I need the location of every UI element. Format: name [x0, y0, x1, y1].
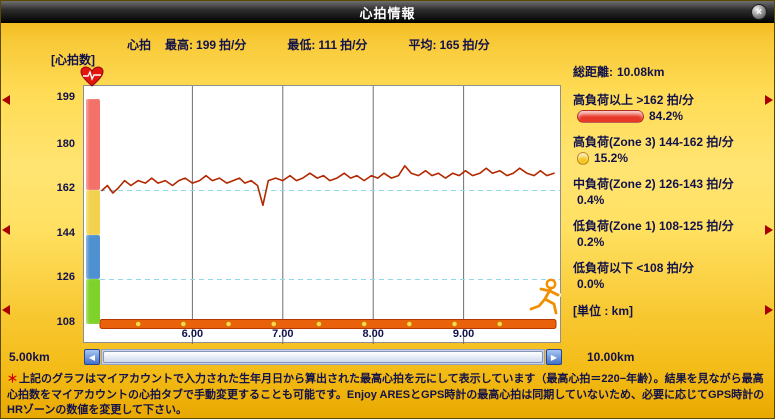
scroll-range-end-label: 10.00km — [587, 350, 635, 364]
scroll-left-button[interactable]: ◀ — [84, 349, 100, 365]
scrollbar-thumb[interactable] — [103, 351, 543, 363]
stat-max: 最高: 199 拍/分 — [165, 36, 249, 53]
zone-entry-zone1: 低負荷(Zone 1) 108-125 拍/分 0.2% — [573, 218, 773, 250]
chart-scrollbar[interactable]: ◀ ▶ — [84, 349, 562, 365]
zone-entry-zone3: 高負荷(Zone 3) 144-162 拍/分 15.2% — [573, 134, 773, 166]
stat-min-label: 最低: — [287, 38, 316, 52]
zone-percentage: 84.2% — [649, 109, 684, 123]
zone-percentage: 0.0% — [577, 277, 605, 291]
track-dot — [270, 321, 277, 327]
zone-summary-panel: 総距離: 10.08km 高負荷以上 >162 拍/分 84.2% 高負荷(Zon… — [573, 63, 773, 319]
track-dot — [496, 321, 503, 327]
track-dot — [135, 321, 142, 327]
zone-marker — [577, 109, 644, 123]
stat-max-label: 最高: — [165, 38, 194, 52]
y-tick-label: 126 — [56, 271, 75, 284]
hr-zone-color-bar — [86, 86, 100, 344]
footnote-text: 上記のグラフはマイアカウントで入力された生年月日から算出された最高心拍を元にして… — [7, 373, 765, 416]
stat-min: 最低: 111 拍/分 — [287, 36, 370, 53]
total-distance-value: 10.08km — [617, 65, 665, 79]
zone-band-126-144 — [86, 234, 100, 280]
zone-title: 低負荷(Zone 1) 108-125 拍/分 — [573, 219, 734, 233]
zone-title: 高負荷(Zone 3) 144-162 拍/分 — [573, 135, 734, 149]
footnote-asterisk: ＊ — [7, 373, 18, 385]
edge-marker-right-3 — [765, 305, 773, 315]
dialog-title: 心拍情報 — [359, 5, 416, 21]
unit-label: [単位 : km] — [573, 304, 634, 318]
close-icon: × — [756, 6, 762, 18]
track-dot — [451, 321, 458, 327]
scroll-right-button[interactable]: ▶ — [546, 349, 562, 365]
total-distance: 総距離: 10.08km — [573, 63, 773, 80]
track-bar — [99, 319, 557, 329]
heart-rate-line — [101, 165, 555, 207]
zone-entry-zone2: 中負荷(Zone 2) 126-143 拍/分 0.4% — [573, 176, 773, 208]
edge-marker-right-2 — [765, 225, 773, 235]
edge-marker-left-1 — [2, 95, 10, 105]
total-distance-label: 総距離: — [573, 65, 613, 79]
edge-marker-right-1 — [765, 95, 773, 105]
stat-avg-unit: 拍/分 — [462, 38, 490, 52]
stats-prefix: 心拍 — [127, 38, 152, 52]
stat-max-value: 199 — [196, 38, 217, 52]
zone-percentage: 15.2% — [594, 151, 629, 165]
close-button[interactable]: × — [751, 4, 767, 20]
y-tick-label: 162 — [56, 182, 75, 195]
track-dot — [406, 321, 413, 327]
heart-icon — [80, 66, 104, 88]
stat-avg: 平均: 165 拍/分 — [408, 36, 492, 53]
footnote: ＊上記のグラフはマイアカウントで入力された生年月日から算出された最高心拍を元にし… — [7, 372, 771, 418]
y-axis-title: [心拍数] — [51, 53, 95, 67]
track-dot — [361, 321, 368, 327]
scrollbar-track[interactable] — [101, 349, 545, 365]
stat-max-unit: 拍/分 — [219, 38, 247, 52]
zone-entry-above-high: 高負荷以上 >162 拍/分 84.2% — [573, 92, 773, 124]
zone-title: 高負荷以上 >162 拍/分 — [573, 93, 695, 107]
zone-percentage: 0.2% — [577, 235, 605, 249]
stat-min-value: 111 — [318, 38, 338, 52]
zone-band-108-126 — [86, 279, 100, 324]
runner-icon — [528, 278, 561, 316]
y-axis-ticks: 199 180 162 144 126 108 — [35, 85, 79, 343]
y-tick-label: 180 — [56, 137, 75, 150]
zone-percentage: 0.4% — [577, 193, 605, 207]
edge-marker-left-3 — [2, 305, 10, 315]
chart-scroll-row: 5.00km ◀ ▶ 10.00km — [1, 349, 774, 367]
stat-avg-label: 平均: — [408, 38, 437, 52]
zone-title: 中負荷(Zone 2) 126-143 拍/分 — [573, 177, 734, 191]
zone-title: 低負荷以下 <108 拍/分 — [573, 261, 695, 275]
arrow-right-icon: ▶ — [550, 352, 558, 362]
track-dot — [225, 321, 232, 327]
hr-line-chart — [99, 86, 561, 344]
y-tick-label: 199 — [56, 91, 75, 103]
track-dot — [180, 321, 187, 327]
edge-marker-left-2 — [2, 225, 10, 235]
titlebar[interactable]: 心拍情報 × — [1, 1, 774, 23]
hr-stats-row: 心拍 最高: 199 拍/分 最低: 111 拍/分 平均: 165 拍/分 — [127, 36, 531, 53]
zone-marker — [577, 151, 589, 165]
arrow-left-icon: ◀ — [88, 352, 96, 362]
y-tick-label: 108 — [56, 316, 75, 328]
chart-plot-area[interactable]: 6.00 7.00 8.00 9.00 — [83, 85, 561, 344]
stat-avg-value: 165 — [439, 38, 460, 52]
zone-band-144-162 — [86, 190, 100, 235]
zone-band-162-199 — [86, 99, 100, 191]
stat-min-unit: 拍/分 — [340, 38, 368, 52]
zone-entry-below-low: 低負荷以下 <108 拍/分 0.0% — [573, 260, 773, 292]
track-dot — [316, 321, 322, 327]
y-tick-label: 144 — [56, 226, 75, 239]
scroll-range-start-label: 5.00km — [9, 350, 50, 364]
